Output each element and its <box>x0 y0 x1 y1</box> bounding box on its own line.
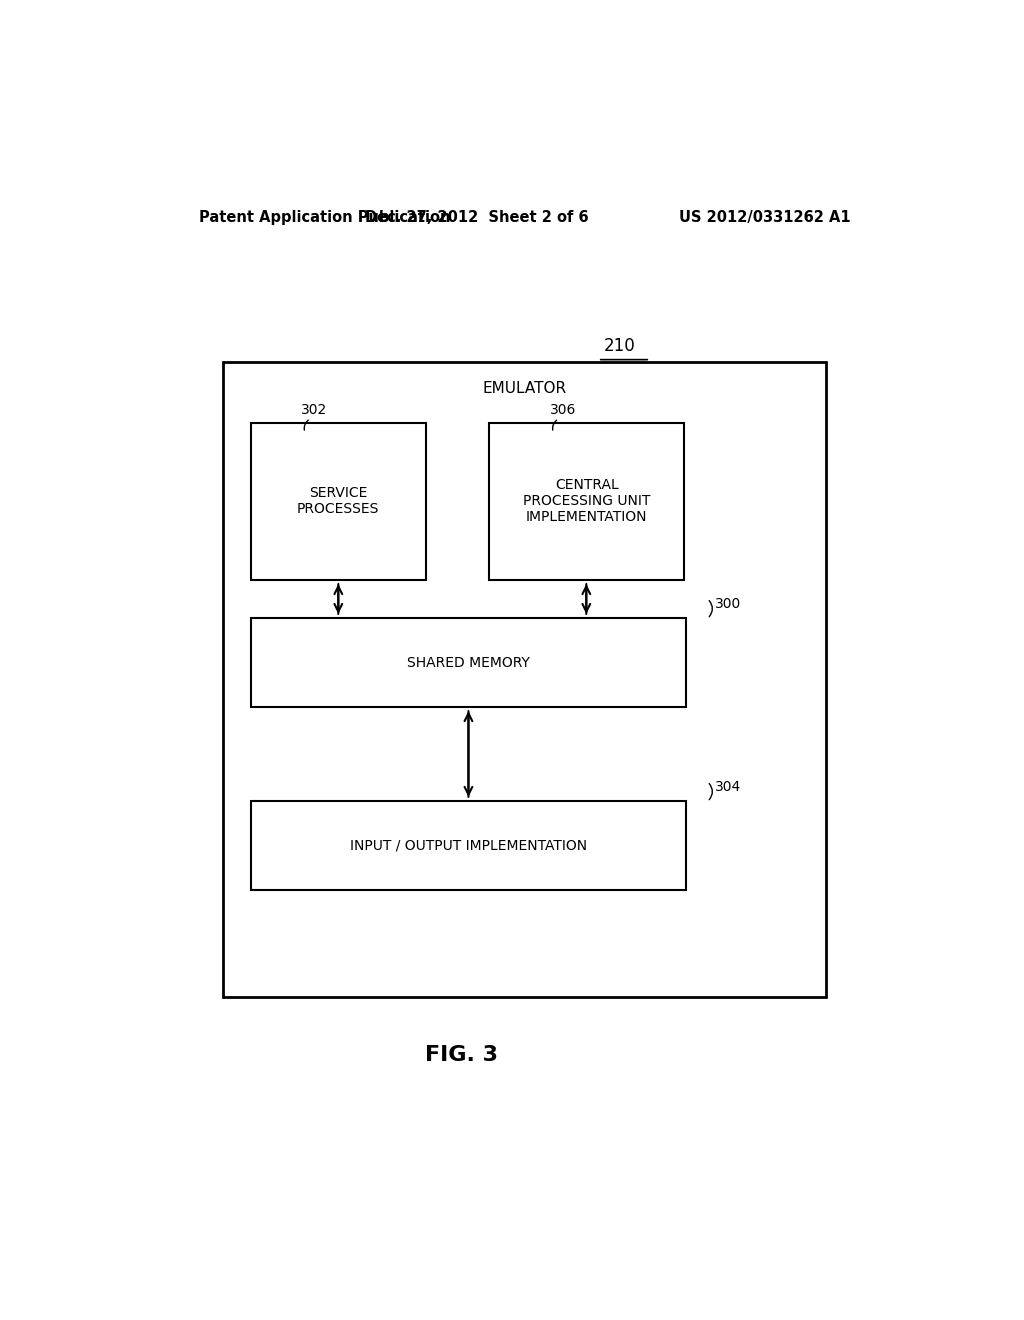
Text: Dec. 27, 2012  Sheet 2 of 6: Dec. 27, 2012 Sheet 2 of 6 <box>366 210 589 224</box>
Text: 210: 210 <box>604 338 636 355</box>
Text: 304: 304 <box>715 780 741 793</box>
Bar <box>251 422 426 581</box>
Text: 306: 306 <box>550 404 577 417</box>
Bar <box>251 618 686 708</box>
Bar <box>251 801 686 890</box>
Text: INPUT / OUTPUT IMPLEMENTATION: INPUT / OUTPUT IMPLEMENTATION <box>350 838 587 853</box>
Text: SERVICE
PROCESSES: SERVICE PROCESSES <box>297 486 380 516</box>
Bar <box>223 362 826 997</box>
Text: CENTRAL
PROCESSING UNIT
IMPLEMENTATION: CENTRAL PROCESSING UNIT IMPLEMENTATION <box>523 478 650 524</box>
Bar <box>489 422 684 581</box>
Text: FIG. 3: FIG. 3 <box>425 1045 498 1065</box>
Text: US 2012/0331262 A1: US 2012/0331262 A1 <box>679 210 850 224</box>
Text: SHARED MEMORY: SHARED MEMORY <box>407 656 529 669</box>
Text: 300: 300 <box>715 597 741 611</box>
Text: 302: 302 <box>301 404 328 417</box>
Text: EMULATOR: EMULATOR <box>482 380 567 396</box>
Text: Patent Application Publication: Patent Application Publication <box>200 210 451 224</box>
